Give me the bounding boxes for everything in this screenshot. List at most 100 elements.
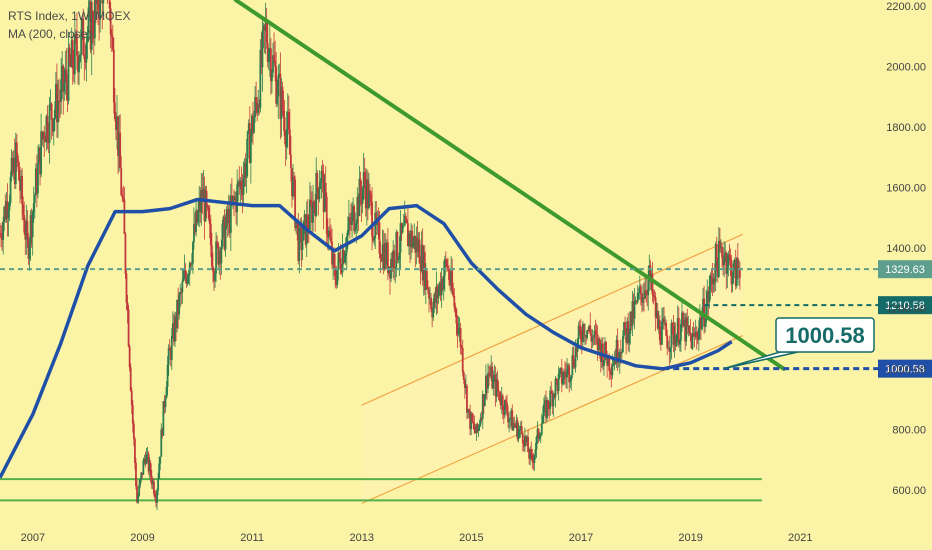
candle-body xyxy=(142,460,145,475)
candle-body xyxy=(505,399,507,403)
candle-body xyxy=(656,311,659,329)
candle-body xyxy=(496,379,499,390)
candle-body xyxy=(386,242,389,274)
candle-body xyxy=(513,423,516,426)
x-tick-label: 2021 xyxy=(788,532,812,544)
candle-body xyxy=(448,269,450,281)
candle-body xyxy=(434,294,437,303)
candle-body xyxy=(73,34,76,75)
candle-body xyxy=(506,402,508,414)
candle-body xyxy=(503,399,506,416)
candle-body xyxy=(436,286,439,299)
x-tick-label: 2019 xyxy=(678,532,702,544)
candle-body xyxy=(90,10,93,50)
candle-body xyxy=(266,42,269,62)
candle-body xyxy=(194,224,196,233)
candle-body xyxy=(207,207,210,220)
candle-body xyxy=(156,490,158,503)
candle-body xyxy=(199,199,202,213)
candle-body xyxy=(727,254,730,268)
candle-body xyxy=(642,297,644,303)
candle-body xyxy=(57,101,59,123)
candle-body xyxy=(720,246,722,249)
candle-body xyxy=(123,199,126,234)
candle-body xyxy=(160,429,163,457)
candle-body xyxy=(179,292,182,296)
candle-body xyxy=(557,373,560,391)
candle-body xyxy=(124,233,127,274)
candle-body xyxy=(148,463,151,472)
candle-body xyxy=(641,294,643,303)
candle-body xyxy=(300,227,303,250)
candle-body xyxy=(10,158,13,177)
candle-body xyxy=(560,367,563,384)
candle-body xyxy=(409,233,411,247)
candle-body xyxy=(225,209,228,227)
candle-body xyxy=(669,347,672,352)
candle-body xyxy=(315,173,318,216)
candle-body xyxy=(335,280,338,286)
candle-body xyxy=(613,357,616,365)
candle-body xyxy=(227,209,230,223)
candle-body xyxy=(118,132,121,157)
candle-body xyxy=(134,439,136,463)
candle-body xyxy=(60,79,63,102)
candle-body xyxy=(67,47,70,101)
candle-body xyxy=(631,301,634,327)
candle-body xyxy=(135,462,137,487)
candle-body xyxy=(623,322,625,336)
candle-body xyxy=(371,201,373,237)
candle-body xyxy=(578,325,581,331)
candle-body xyxy=(615,339,618,364)
candle-body xyxy=(34,168,37,195)
candle-body xyxy=(139,479,142,485)
candle-body xyxy=(63,82,66,92)
candle-body xyxy=(635,300,638,303)
candle-body xyxy=(58,101,60,102)
candle-body xyxy=(294,179,297,229)
candle-body xyxy=(359,178,362,195)
candle-body xyxy=(138,484,141,496)
candle-body xyxy=(278,73,281,77)
candle-body xyxy=(3,206,6,222)
candle-body xyxy=(0,233,2,239)
candle-body xyxy=(223,216,226,250)
price-callout: 1000.58 xyxy=(723,317,875,370)
candle-body xyxy=(161,429,164,436)
candle-body xyxy=(64,69,67,83)
candle-body xyxy=(493,374,496,378)
candle-body xyxy=(545,400,547,418)
candle-body xyxy=(248,123,251,163)
candle-body xyxy=(531,454,534,461)
candle-body xyxy=(536,428,539,437)
candle-body xyxy=(191,242,194,264)
candle-body xyxy=(136,486,138,503)
candle-body xyxy=(186,275,189,284)
candle-body xyxy=(385,242,388,265)
candle-body xyxy=(571,355,574,375)
candle-body xyxy=(168,348,171,351)
candle-body xyxy=(700,317,702,329)
candle-body xyxy=(102,0,105,4)
candle-body xyxy=(349,217,351,221)
candle-body xyxy=(713,278,716,282)
candle-body xyxy=(596,334,599,351)
candle-body xyxy=(404,215,407,220)
candle-body xyxy=(677,317,680,345)
candle-body xyxy=(636,293,639,303)
candle-body xyxy=(499,400,502,406)
y-tick-label: 1400.00 xyxy=(886,243,926,255)
candle-body xyxy=(35,168,38,194)
candle-body xyxy=(108,0,111,9)
candle-body xyxy=(2,221,5,241)
candle-body xyxy=(129,367,132,391)
candle-body xyxy=(173,323,175,342)
candle-body xyxy=(514,425,517,428)
callout-box xyxy=(775,317,875,353)
candle-body xyxy=(587,330,590,331)
candle-body xyxy=(722,257,724,266)
candle-body xyxy=(293,176,295,180)
candle-body xyxy=(424,271,427,290)
candle-body xyxy=(175,316,177,328)
